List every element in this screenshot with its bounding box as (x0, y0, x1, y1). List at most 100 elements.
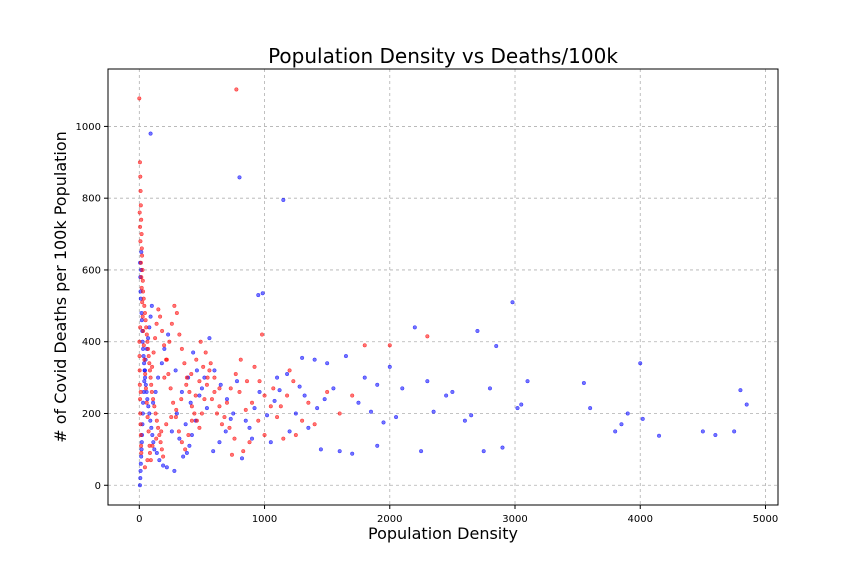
data-point-series-2 (252, 364, 257, 369)
data-point-series-2 (138, 203, 143, 208)
data-point-series-1 (139, 447, 144, 452)
data-point-series-2 (156, 307, 161, 312)
data-point-series-2 (154, 436, 159, 441)
data-point-series-2 (275, 415, 280, 420)
data-point-series-1 (139, 440, 144, 445)
data-point-series-2 (139, 232, 144, 237)
data-point-series-2 (140, 267, 145, 273)
y-tick-label: 600 (82, 265, 101, 276)
data-point-series-1 (139, 249, 144, 255)
data-point-series-2 (204, 382, 209, 387)
data-point-series-1 (143, 375, 148, 380)
data-point-series-1 (239, 456, 245, 461)
data-point-series-2 (164, 357, 169, 362)
data-point-series-2 (193, 393, 198, 398)
data-point-series-1 (228, 416, 233, 421)
data-point-series-2 (199, 411, 204, 416)
data-point-series-1 (224, 397, 230, 402)
data-point-series-2 (141, 289, 146, 294)
data-point-series-2 (189, 404, 194, 409)
data-point-series-1 (197, 393, 202, 398)
data-point-series-1 (519, 402, 524, 407)
data-point-series-1 (331, 386, 336, 391)
data-point-series-1 (515, 406, 520, 411)
data-point-series-1 (300, 355, 305, 360)
data-point-series-2 (142, 357, 147, 362)
y-tick-label: 800 (82, 194, 101, 205)
data-point-series-1 (211, 449, 216, 454)
data-point-series-2 (151, 350, 156, 355)
data-point-series-1 (148, 314, 153, 319)
data-point-series-2 (169, 321, 174, 326)
data-point-series-1 (260, 291, 265, 296)
data-point-series-2 (162, 375, 167, 380)
data-point-series-1 (138, 476, 143, 481)
data-point-series-1 (581, 380, 586, 386)
data-point-series-1 (137, 483, 142, 488)
data-point-series-2 (203, 350, 208, 355)
data-point-series-2 (287, 368, 292, 373)
data-point-series-1 (525, 379, 530, 384)
data-point-series-1 (393, 415, 399, 420)
data-point-series-1 (162, 346, 167, 351)
data-point-series-1 (444, 393, 449, 398)
data-point-series-1 (142, 379, 147, 384)
data-point-series-2 (300, 418, 305, 423)
data-point-series-2 (159, 447, 164, 452)
data-point-series-2 (142, 310, 147, 316)
data-point-series-2 (350, 393, 355, 398)
data-point-series-1 (147, 411, 152, 416)
data-point-series-1 (302, 393, 307, 398)
data-point-series-2 (387, 343, 392, 348)
data-point-series-1 (218, 382, 223, 387)
data-point-series-2 (138, 239, 143, 244)
data-point-series-1 (151, 400, 156, 405)
data-point-series-2 (174, 407, 179, 412)
data-point-series-2 (137, 382, 142, 387)
data-point-series-2 (148, 458, 153, 463)
data-point-series-2 (144, 325, 149, 330)
data-point-series-1 (738, 388, 743, 393)
data-point-series-1 (247, 425, 252, 430)
data-point-series-2 (232, 436, 237, 441)
data-point-series-1 (145, 397, 150, 402)
data-point-series-2 (183, 447, 188, 452)
data-point-series-2 (138, 411, 143, 416)
data-point-series-1 (173, 368, 178, 373)
data-point-series-1 (146, 336, 151, 341)
data-point-series-2 (262, 393, 267, 398)
data-point-series-2 (214, 411, 220, 416)
data-point-series-2 (198, 339, 203, 344)
x-tick-label: 1000 (252, 514, 277, 525)
data-point-series-2 (189, 371, 194, 377)
data-point-series-2 (138, 397, 143, 402)
data-point-series-2 (140, 300, 145, 305)
data-point-series-2 (158, 314, 163, 319)
data-point-series-2 (189, 418, 194, 423)
data-point-series-2 (153, 336, 158, 341)
data-point-series-1 (462, 418, 467, 423)
data-point-series-2 (187, 389, 192, 395)
data-point-series-1 (148, 418, 153, 423)
x-tick-label: 2000 (377, 514, 402, 525)
data-point-series-2 (138, 224, 143, 229)
data-point-series-2 (139, 450, 144, 456)
data-point-series-2 (138, 174, 143, 179)
data-point-series-1 (181, 454, 186, 459)
data-point-series-2 (202, 397, 207, 402)
data-point-series-1 (199, 386, 204, 391)
data-point-series-1 (237, 175, 242, 180)
data-point-series-2 (147, 450, 153, 456)
data-point-series-1 (325, 361, 330, 366)
data-point-series-2 (156, 425, 161, 430)
data-point-series-2 (146, 429, 151, 434)
data-point-series-1 (252, 406, 257, 411)
data-point-series-1 (257, 389, 262, 395)
data-point-series-2 (179, 397, 184, 402)
data-point-series-2 (169, 415, 174, 420)
data-point-series-2 (256, 418, 261, 423)
data-point-series-1 (315, 406, 320, 411)
x-tick-label: 4000 (628, 514, 653, 525)
data-point-series-2 (249, 400, 255, 405)
